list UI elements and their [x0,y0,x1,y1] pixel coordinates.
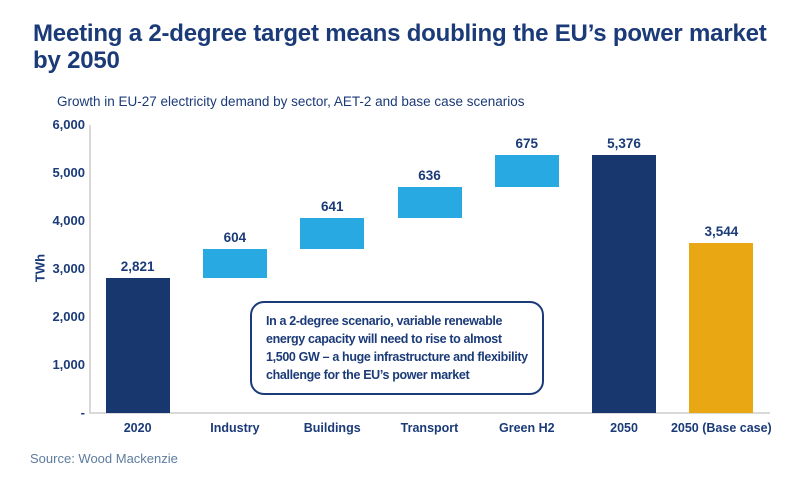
bar-value-green-h2: 675 [515,135,539,151]
bar-value-buildings: 641 [320,198,344,214]
title-line-1: Meeting a 2-degree target means doubling… [33,20,767,47]
annotation-callout: In a 2-degree scenario, variable renewab… [250,301,544,395]
x-axis-label-2020: 2020 [123,421,152,435]
annotation-line-2: energy capacity will need to rise to alm… [266,332,502,346]
x-axis-label-2050: 2050 [610,421,638,435]
y-tick-label-6000: 6,000 [52,117,85,132]
bar-2050-base-case [689,242,754,413]
bar-value-2050-base-case: 3,544 [704,223,739,239]
annotation-line-3: 1,500 GW – a huge infrastructure and fle… [266,350,528,364]
y-tick-label-1000: 1,000 [52,357,85,372]
annotation-line-1: In a 2-degree scenario, variable renewab… [266,314,503,328]
x-axis-label-2050-base-case: 2050 (Base case) [670,421,772,435]
bar-2050 [592,154,657,413]
bar-buildings [300,217,365,249]
bar-value-transport: 636 [418,168,441,184]
y-tick-label-5000: 5,000 [52,165,85,180]
chart-subtitle: Growth in EU-27 electricity demand by se… [57,94,525,109]
x-axis-label-buildings: Buildings [303,421,361,435]
bar-transport [397,187,462,218]
y-tick-label-3000: 3,000 [52,261,85,276]
page-title: Meeting a 2-degree target means doubling… [33,20,767,74]
y-tick-label-4000: 4,000 [52,213,85,228]
bar-value-2050: 5,376 [607,135,641,151]
y-tick-label-2000: 2,000 [52,309,85,324]
bar-industry [202,248,267,278]
x-axis-baseline [89,412,770,414]
bar-value-2020: 2,821 [120,258,155,274]
title-line-2: by 2050 [33,47,120,74]
x-axis-label-green-h2: Green H2 [498,421,555,435]
bar-value-industry: 604 [223,229,247,245]
x-axis-label-industry: Industry [210,421,260,435]
annotation-line-4: challenge for the EU’s power market [266,368,470,382]
source-note: Source: Wood Mackenzie [30,451,178,466]
bar-2020 [105,277,170,413]
x-axis-label-transport: Transport [400,421,459,435]
bar-green-h2 [494,154,559,188]
y-axis-line [89,125,91,413]
y-tick-label-0: - [80,405,85,420]
